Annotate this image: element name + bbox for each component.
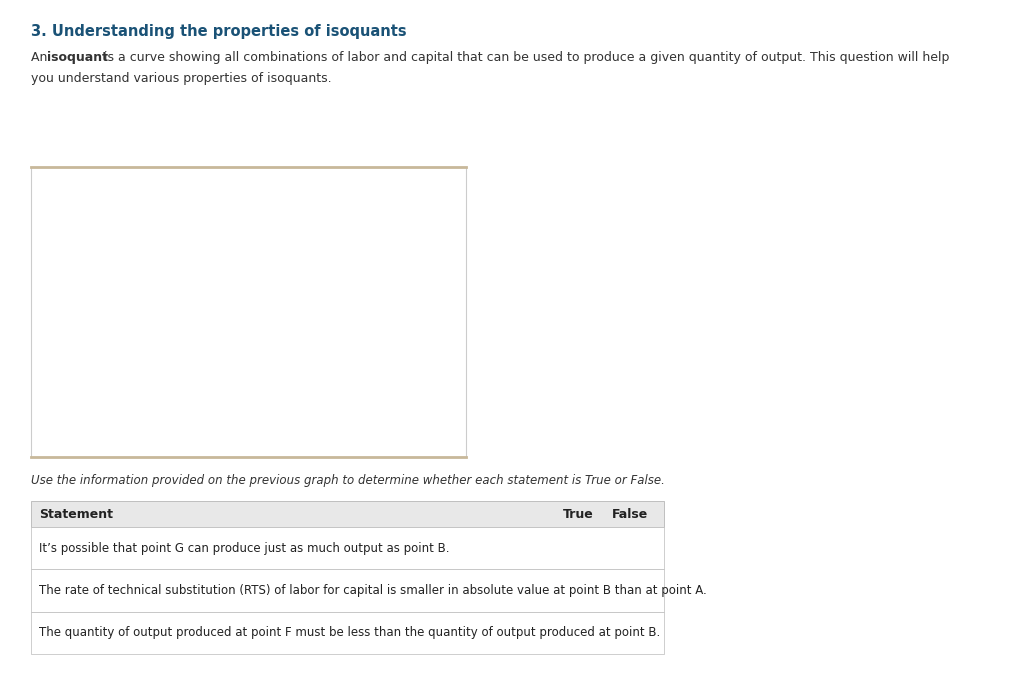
Text: q₃: q₃ [421, 345, 433, 355]
Text: H: H [241, 342, 249, 351]
Text: An: An [31, 51, 51, 64]
Circle shape [621, 581, 639, 600]
Circle shape [621, 539, 639, 558]
Text: C: C [255, 312, 262, 322]
X-axis label: LABOR: LABOR [237, 425, 275, 435]
Text: Use the information provided on the previous graph to determine whether each sta: Use the information provided on the prev… [31, 474, 665, 487]
Text: True: True [563, 507, 594, 521]
Text: ?: ? [435, 188, 443, 201]
Text: It’s possible that point G can produce just as much output as point B.: It’s possible that point G can produce j… [39, 542, 450, 555]
Text: The quantity of output produced at point F must be less than the quantity of out: The quantity of output produced at point… [39, 626, 660, 640]
Text: F: F [152, 273, 158, 283]
Text: q₂: q₂ [421, 368, 433, 379]
Text: False: False [611, 507, 648, 521]
Circle shape [569, 539, 588, 558]
Text: D: D [269, 270, 278, 280]
Circle shape [569, 581, 588, 600]
Circle shape [423, 179, 456, 211]
Text: The rate of technical substitution (RTS) of labor for capital is smaller in abso: The rate of technical substitution (RTS)… [39, 584, 707, 597]
Text: B: B [222, 287, 229, 297]
Text: CAPITAL: CAPITAL [38, 289, 48, 335]
Text: A: A [195, 173, 201, 183]
Text: you understand various properties of isoquants.: you understand various properties of iso… [31, 72, 332, 85]
Text: isoquant: isoquant [47, 51, 109, 64]
Text: 3. Understanding the properties of isoquants: 3. Understanding the properties of isoqu… [31, 24, 407, 39]
Text: G: G [208, 327, 216, 338]
Circle shape [569, 623, 588, 642]
Text: E: E [316, 299, 323, 310]
Circle shape [621, 623, 639, 642]
Text: q₁: q₁ [421, 388, 433, 398]
Text: is a curve showing all combinations of labor and capital that can be used to pro: is a curve showing all combinations of l… [100, 51, 949, 64]
Text: Statement: Statement [39, 507, 113, 521]
